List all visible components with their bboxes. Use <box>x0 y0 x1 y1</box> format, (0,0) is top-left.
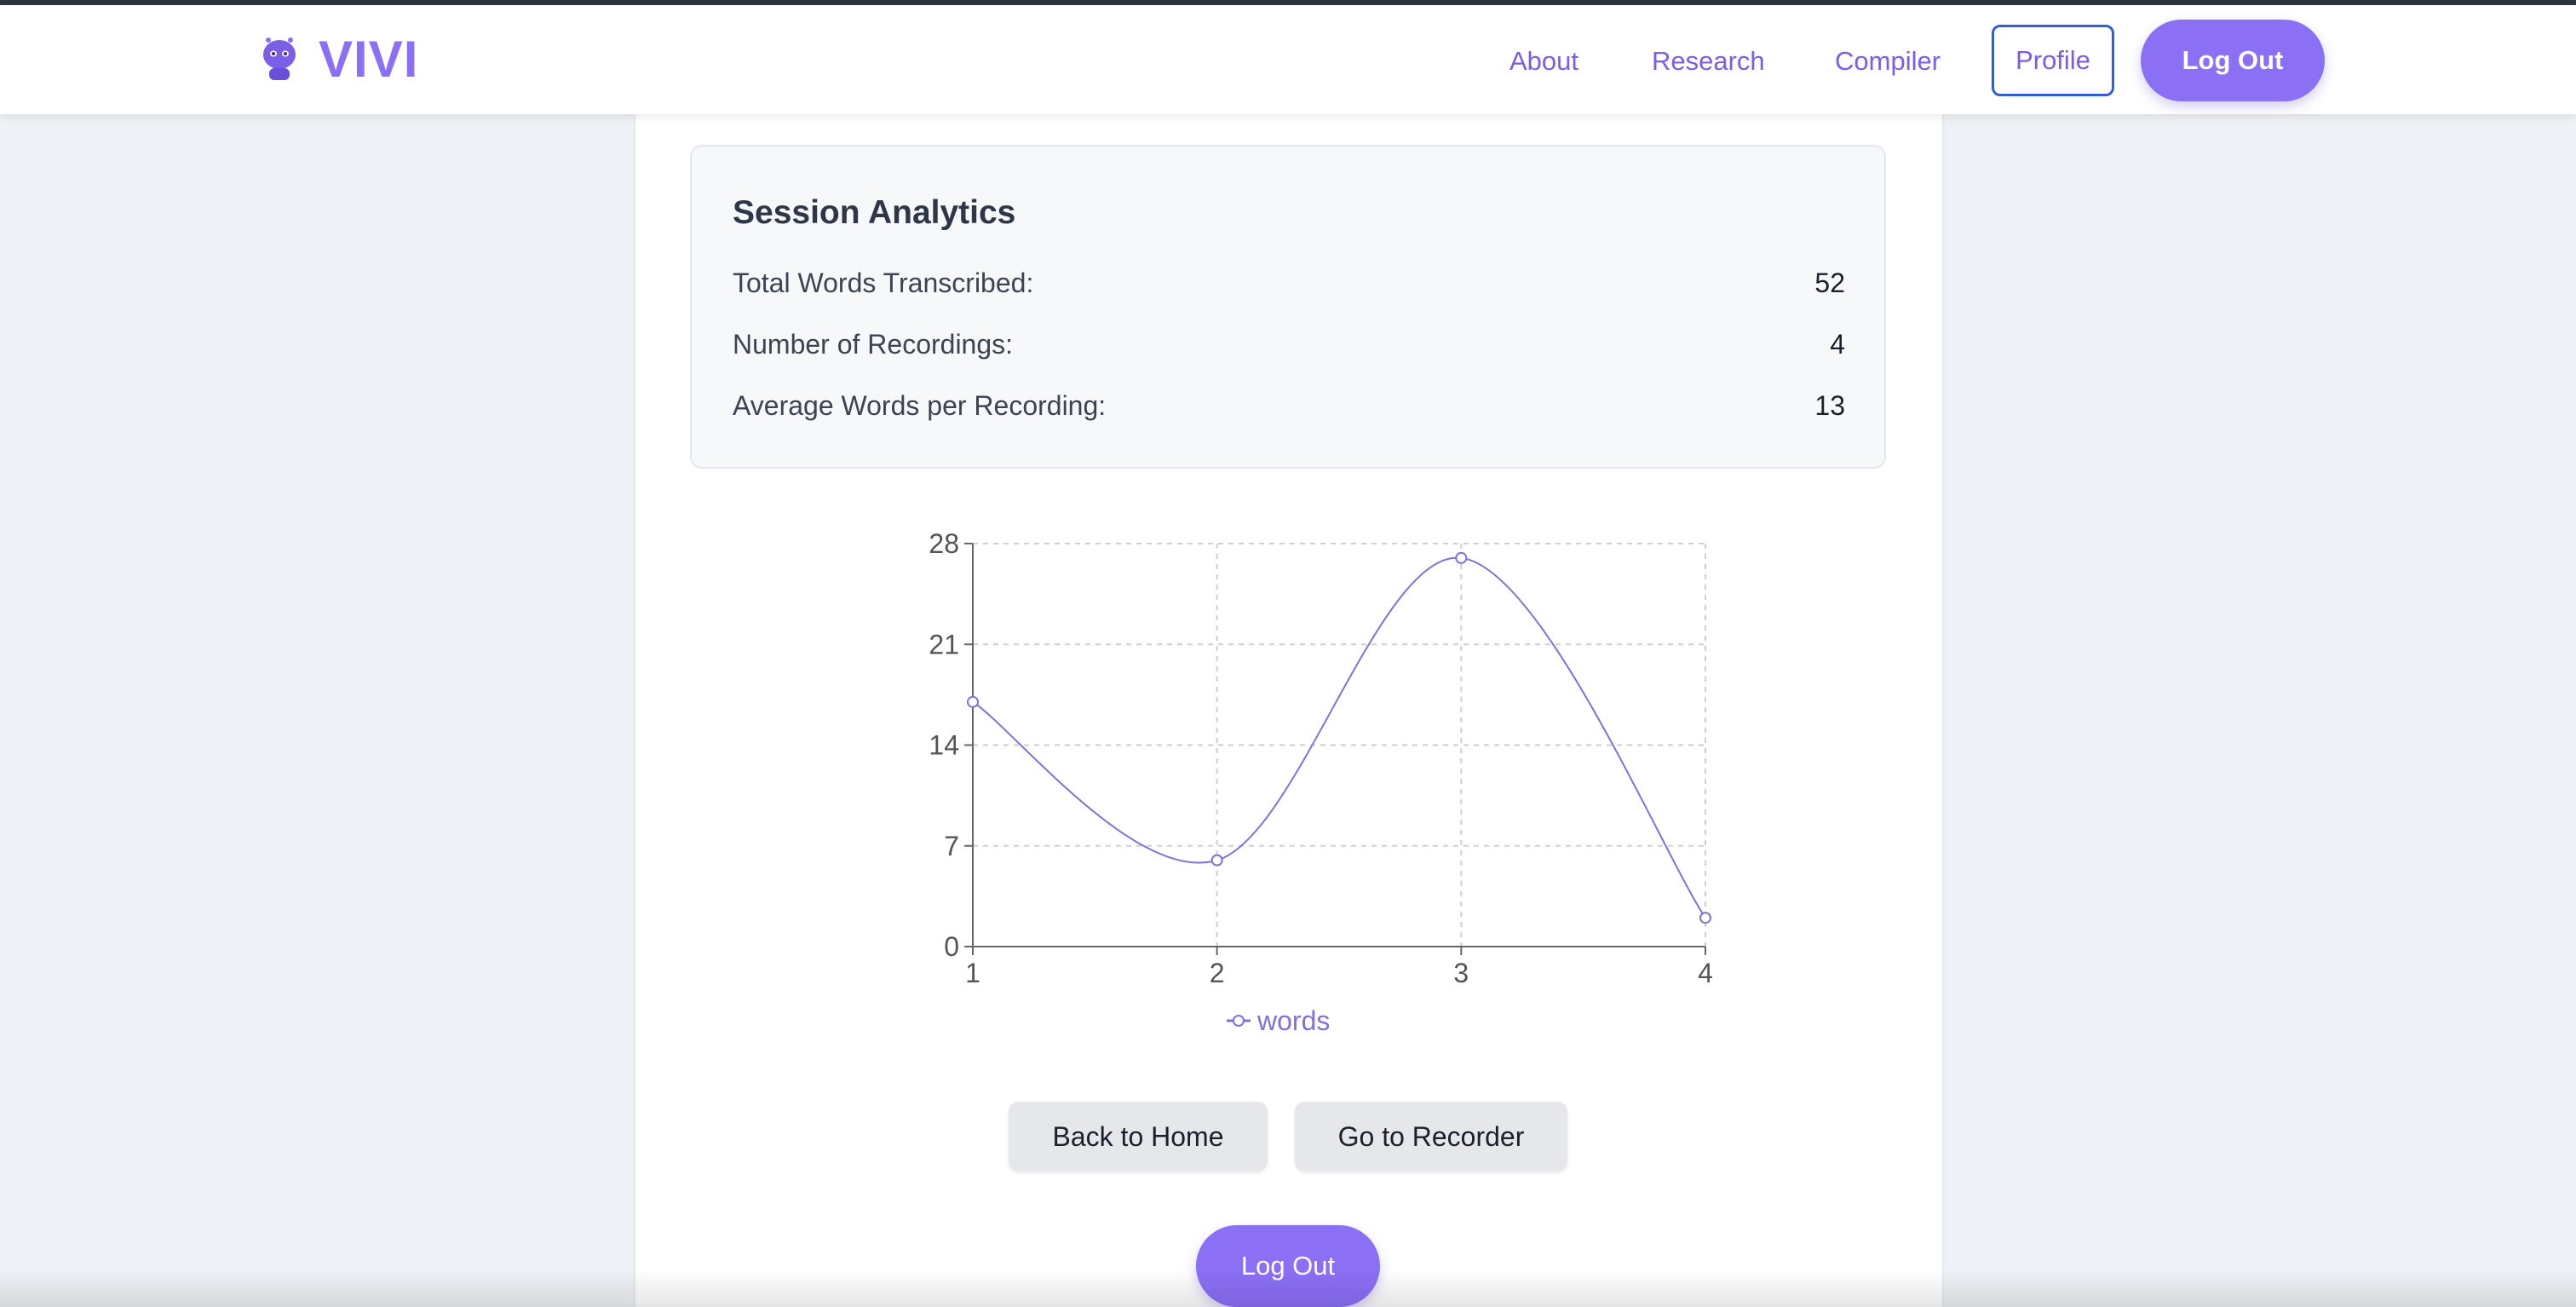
series-line-words <box>972 556 1706 918</box>
stat-row-recordings: Number of Recordings: 4 <box>733 329 1845 363</box>
go-to-recorder-button[interactable]: Go to Recorder <box>1295 1102 1567 1172</box>
logout-button[interactable]: Log Out <box>1196 1225 1380 1307</box>
nav-link-compiler[interactable]: Compiler <box>1835 46 1941 76</box>
x-tick-label: 3 <box>1453 958 1469 988</box>
data-point <box>967 695 979 708</box>
stat-row-average-words: Average Words per Recording: 13 <box>733 390 1845 424</box>
legend-label: words <box>1256 1005 1330 1036</box>
chart-svg: 0 7 14 21 28 1 2 3 4 words <box>929 528 1713 1036</box>
back-to-home-button[interactable]: Back to Home <box>1009 1102 1268 1172</box>
stat-value: 4 <box>1830 329 1845 360</box>
brand-name: VIVI <box>319 30 419 88</box>
nav-link-about[interactable]: About <box>1509 46 1579 76</box>
navbar-logout-button[interactable]: Log Out <box>2141 20 2325 101</box>
legend-marker <box>1233 1015 1245 1027</box>
x-tick-label: 1 <box>965 958 980 988</box>
profile-button[interactable]: Profile <box>1992 25 2114 96</box>
x-tick-label: 4 <box>1698 958 1713 988</box>
navbar: VIVI About Research Compiler Profile Log… <box>0 5 2576 114</box>
y-tick-label: 0 <box>944 931 959 962</box>
data-point <box>1455 551 1468 564</box>
y-tick-label: 21 <box>929 629 959 659</box>
stat-label: Total Words Transcribed: <box>733 268 1034 298</box>
session-analytics-panel: Session Analytics Total Words Transcribe… <box>690 145 1886 469</box>
brand[interactable]: VIVI <box>261 29 418 89</box>
stat-value: 13 <box>1814 390 1845 421</box>
window-top-strip <box>0 0 2576 5</box>
data-point <box>1699 912 1711 924</box>
x-tick-label: 2 <box>1210 958 1225 988</box>
stat-row-total-words: Total Words Transcribed: 52 <box>733 268 1845 302</box>
stat-label: Average Words per Recording: <box>733 390 1107 421</box>
y-tick-label: 14 <box>929 730 959 761</box>
nav-link-research[interactable]: Research <box>1652 46 1765 76</box>
stat-label: Number of Recordings: <box>733 329 1014 360</box>
analytics-title: Session Analytics <box>733 194 1016 231</box>
stat-value: 52 <box>1814 268 1845 298</box>
data-point <box>1210 854 1223 867</box>
words-line-chart: 0 7 14 21 28 1 2 3 4 words <box>903 528 1738 1039</box>
robot-logo-icon <box>263 37 296 80</box>
y-tick-label: 7 <box>944 831 959 861</box>
y-tick-label: 28 <box>929 528 959 559</box>
